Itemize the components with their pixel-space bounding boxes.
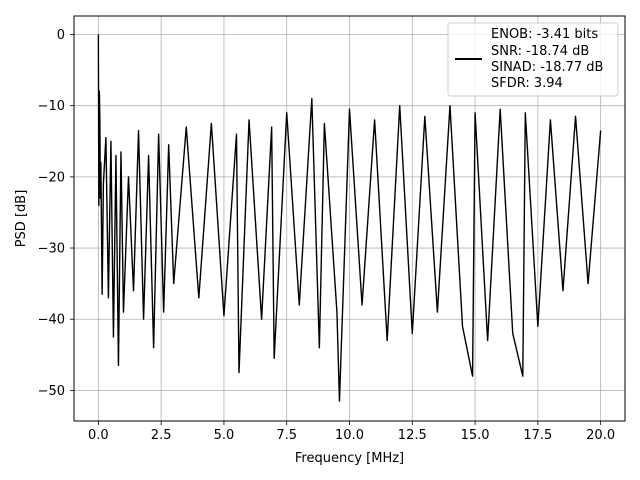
legend-sfdr: SFDR: 3.94 bbox=[491, 76, 563, 91]
legend-snr: SNR: -18.74 dB bbox=[491, 44, 589, 59]
y-tick-label: −40 bbox=[38, 313, 65, 328]
x-tick-label: 20.0 bbox=[586, 428, 615, 443]
x-tick-label: 7.5 bbox=[276, 428, 297, 443]
x-tick-label: 12.5 bbox=[398, 428, 427, 443]
y-tick-label: −20 bbox=[38, 170, 65, 185]
x-tick-label: 10.0 bbox=[335, 428, 364, 443]
psd-line bbox=[97, 34, 602, 402]
x-tick-label: 0.0 bbox=[88, 428, 109, 443]
y-tick-label: −30 bbox=[38, 242, 65, 257]
y-axis-ticks: 0 −10 −20 −30 −40 −50 bbox=[38, 28, 74, 399]
y-axis-label: PSD [dB] bbox=[14, 190, 29, 248]
y-tick-label: 0 bbox=[57, 28, 65, 43]
x-axis-ticks: 0.0 2.5 5.0 7.5 10.0 12.5 15.0 17.5 20.0 bbox=[88, 421, 615, 443]
x-tick-label: 15.0 bbox=[461, 428, 490, 443]
legend-enob: ENOB: -3.41 bits bbox=[491, 27, 598, 42]
legend-sinad: SINAD: -18.77 dB bbox=[491, 60, 603, 75]
x-axis-label: Frequency [MHz] bbox=[295, 451, 404, 466]
x-tick-label: 5.0 bbox=[214, 428, 235, 443]
y-tick-label: −10 bbox=[38, 99, 65, 114]
x-tick-label: 17.5 bbox=[523, 428, 552, 443]
legend-box bbox=[447, 22, 619, 97]
y-tick-label: −50 bbox=[38, 384, 65, 399]
legend: ENOB: -3.41 bits SNR: -18.74 dB SINAD: -… bbox=[447, 22, 619, 97]
x-tick-label: 2.5 bbox=[151, 428, 172, 443]
series-layer bbox=[97, 34, 602, 402]
